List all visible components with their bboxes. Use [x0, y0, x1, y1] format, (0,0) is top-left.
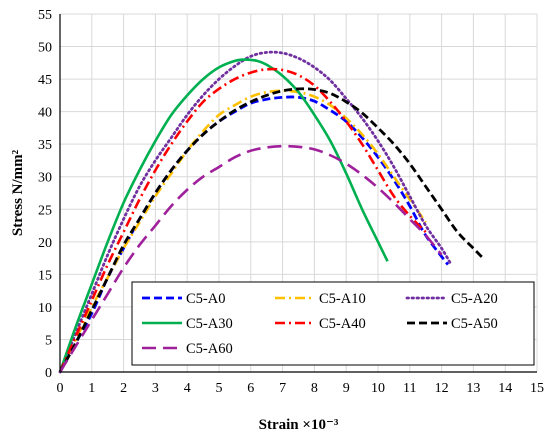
y-axis-title: Stress N/mm²: [10, 149, 26, 236]
series-line-c5-a50: [58, 87, 484, 373]
y-tick-label: 35: [38, 138, 52, 153]
legend-label-c5-a0: C5-A0: [186, 291, 225, 307]
legend-label-c5-a40: C5-A40: [319, 316, 366, 332]
x-tick-label: 11: [403, 381, 416, 396]
x-tick-label: 10: [371, 381, 385, 396]
x-tick-label: 12: [435, 381, 449, 396]
y-tick-label: 10: [38, 301, 52, 316]
x-axis-title: Strain ×10⁻³: [259, 417, 339, 433]
y-tick-label: 30: [38, 171, 52, 186]
x-tick-label: 0: [57, 381, 64, 396]
legend-label-c5-a20: C5-A20: [451, 291, 498, 307]
x-tick-label: 4: [184, 381, 191, 396]
y-tick-label: 45: [38, 73, 52, 88]
x-tick-label: 13: [466, 381, 480, 396]
y-tick-label: 25: [38, 203, 52, 218]
x-tick-label: 14: [498, 381, 512, 396]
y-tick-label: 15: [38, 268, 52, 283]
series-lines: [58, 50, 484, 374]
legend-label-c5-a60: C5-A60: [186, 341, 233, 357]
x-tick-label: 6: [247, 381, 254, 396]
x-tick-label: 1: [88, 381, 95, 396]
legend-box: [131, 281, 535, 366]
y-tick-label: 0: [45, 366, 52, 381]
x-tick-label: 15: [530, 381, 544, 396]
y-tick-label: 20: [38, 236, 52, 251]
y-tick-label: 55: [38, 8, 52, 23]
y-tick-label: 40: [38, 106, 52, 121]
legend-label-c5-a30: C5-A30: [186, 316, 233, 332]
x-tick-label: 7: [279, 381, 286, 396]
series-line-c5-a40: [58, 67, 427, 373]
series-line-c5-a30: [58, 58, 389, 373]
tick-labels: 0 1 2 3 4 5 6 7 8 9 10 11 12 13 14 15051015202530354045…: [38, 8, 544, 396]
x-tick-label: 3: [152, 381, 159, 396]
series-line-c5-a20: [58, 50, 453, 374]
legend-label-c5-a50: C5-A50: [451, 316, 498, 332]
series-line-c5-a0: [58, 95, 450, 373]
legend-label-c5-a10: C5-A10: [319, 291, 366, 307]
series-line-c5-a10: [58, 89, 427, 373]
axes: [59, 14, 537, 373]
series-line-c5-a60: [58, 144, 443, 373]
y-tick-label: 5: [45, 333, 52, 348]
x-tick-label: 8: [311, 381, 318, 396]
legend: C5-A0 C5-A10 C5-A20 C5-A30 C5-A40 C5-A50 C5-A6…: [131, 281, 535, 366]
x-tick-label: 2: [120, 381, 127, 396]
x-tick-label: 5: [216, 381, 223, 396]
y-tick-label: 50: [38, 41, 52, 56]
x-tick-label: 9: [343, 381, 350, 396]
